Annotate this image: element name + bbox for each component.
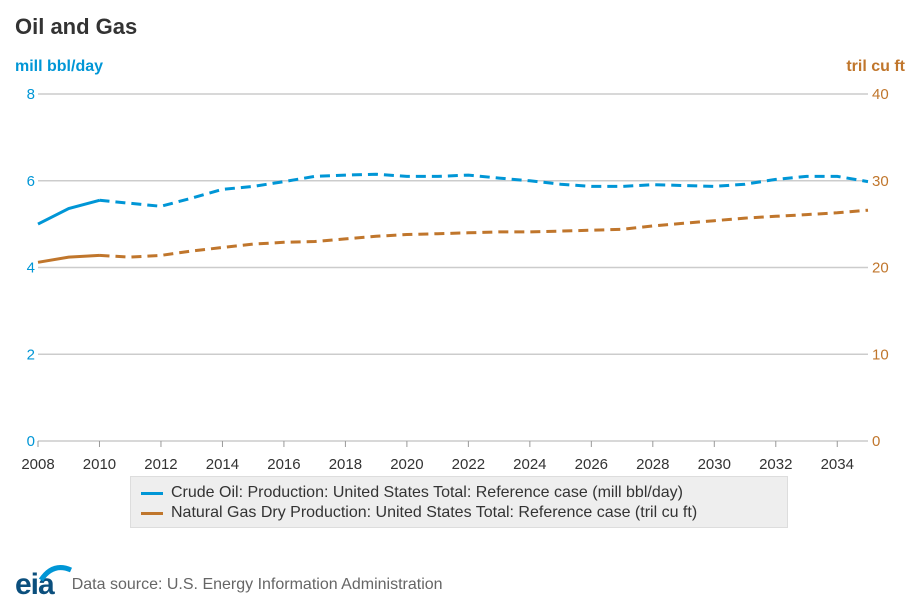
legend-label-gas: Natural Gas Dry Production: United State…: [171, 504, 698, 521]
x-tick-label: 2032: [759, 456, 792, 473]
x-tick-label: 2020: [390, 456, 423, 473]
x-tick-label: 2028: [636, 456, 669, 473]
legend-item-oil[interactable]: Crude Oil: Production: United States Tot…: [141, 483, 787, 503]
data-source-text: Data source: U.S. Energy Information Adm…: [71, 576, 443, 593]
eia-arc-icon: [38, 565, 73, 582]
legend-label-oil: Crude Oil: Production: United States Tot…: [171, 484, 683, 501]
legend-swatch-gas: [141, 511, 163, 515]
right-axis-unit-label: tril cu ft: [846, 58, 905, 75]
x-tick-label: 2008: [21, 456, 54, 473]
x-tick-label: 2010: [83, 456, 116, 473]
y-right-tick-label: 0: [872, 433, 880, 450]
y-right-tick-label: 30: [872, 173, 889, 190]
x-tick-label: 2016: [267, 456, 300, 473]
x-tick-label: 2030: [698, 456, 731, 473]
y-left-tick-label: 6: [27, 173, 35, 190]
x-tick-label: 2026: [575, 456, 608, 473]
footer: eia Data source: U.S. Energy Information…: [15, 565, 443, 602]
series-line-oil-history: [37, 198, 100, 226]
legend-swatch-oil: [141, 491, 163, 495]
y-left-tick-label: 0: [27, 433, 35, 450]
chart-title: Oil and Gas: [15, 14, 138, 39]
x-tick-label: 2018: [329, 456, 362, 473]
x-tick-label: 2034: [821, 456, 854, 473]
series-line-gas-projection: [99, 208, 869, 259]
y-left-tick-label: 2: [27, 346, 35, 363]
x-tick-label: 2022: [452, 456, 485, 473]
series-line-gas-history: [37, 253, 100, 264]
chart-legend: Crude Oil: Production: United States Tot…: [130, 476, 788, 528]
eia-logo[interactable]: eia: [15, 565, 73, 602]
series-line-oil-projection: [99, 172, 869, 208]
x-tick-label: 2024: [513, 456, 546, 473]
y-left-tick-label: 8: [27, 86, 35, 103]
x-tick-label: 2012: [144, 456, 177, 473]
legend-item-gas[interactable]: Natural Gas Dry Production: United State…: [141, 503, 787, 523]
y-right-tick-label: 20: [872, 260, 889, 277]
y-right-tick-label: 10: [872, 346, 889, 363]
left-axis-unit-label: mill bbl/day: [15, 58, 104, 75]
y-right-tick-label: 40: [872, 86, 889, 103]
x-tick-label: 2014: [206, 456, 239, 473]
line-chart: 0 0 2 10 4 20 6 30 8 40 2008 2010 2012 2014 2016 2018 20…: [21, 86, 889, 473]
y-left-tick-label: 4: [27, 260, 35, 277]
